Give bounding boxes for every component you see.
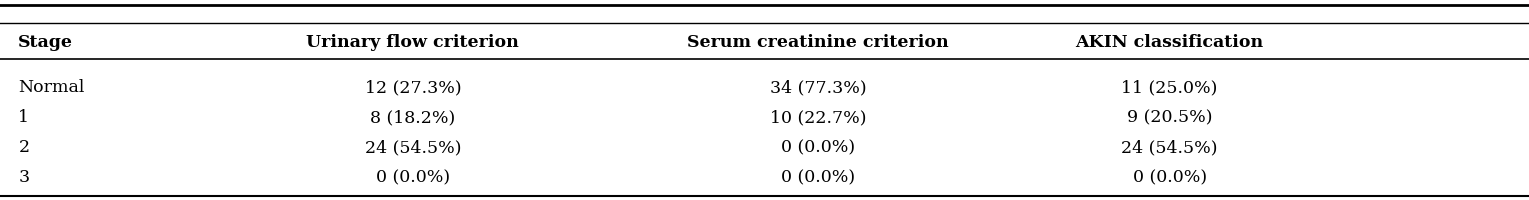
Text: 0 (0.0%): 0 (0.0%) xyxy=(781,169,855,185)
Text: 10 (22.7%): 10 (22.7%) xyxy=(769,109,867,125)
Text: 24 (54.5%): 24 (54.5%) xyxy=(1121,139,1219,155)
Text: 34 (77.3%): 34 (77.3%) xyxy=(769,79,867,95)
Text: 3: 3 xyxy=(18,169,29,185)
Text: 11 (25.0%): 11 (25.0%) xyxy=(1121,79,1219,95)
Text: Normal: Normal xyxy=(18,79,84,95)
Text: 0 (0.0%): 0 (0.0%) xyxy=(1133,169,1206,185)
Text: Urinary flow criterion: Urinary flow criterion xyxy=(306,34,520,50)
Text: AKIN classification: AKIN classification xyxy=(1075,34,1264,50)
Text: Serum creatinine criterion: Serum creatinine criterion xyxy=(687,34,950,50)
Text: 24 (54.5%): 24 (54.5%) xyxy=(364,139,462,155)
Text: 0 (0.0%): 0 (0.0%) xyxy=(376,169,450,185)
Text: 2: 2 xyxy=(18,139,29,155)
Text: 1: 1 xyxy=(18,109,29,125)
Text: Stage: Stage xyxy=(18,34,73,50)
Text: 8 (18.2%): 8 (18.2%) xyxy=(370,109,456,125)
Text: 9 (20.5%): 9 (20.5%) xyxy=(1127,109,1212,125)
Text: 12 (27.3%): 12 (27.3%) xyxy=(364,79,462,95)
Text: 0 (0.0%): 0 (0.0%) xyxy=(781,139,855,155)
